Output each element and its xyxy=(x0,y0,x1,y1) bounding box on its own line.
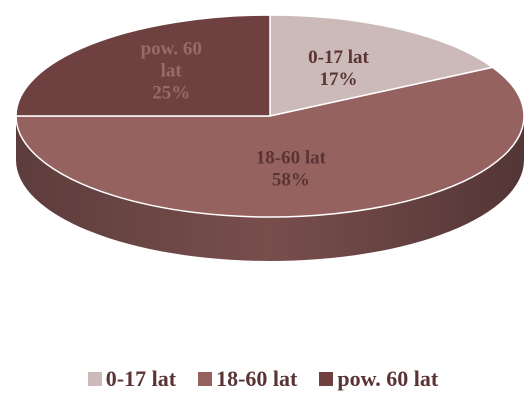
legend-swatch-1 xyxy=(198,372,213,386)
slice-label-1: 18-60 lat 58% xyxy=(256,147,327,190)
legend-item-2: pow. 60 lat xyxy=(319,366,438,392)
legend-label-1: 18-60 lat xyxy=(216,366,298,391)
legend-item-0: 0-17 lat xyxy=(87,366,177,392)
chart-legend: 0-17 lat 18-60 lat pow. 60 lat xyxy=(0,366,526,392)
legend-item-1: 18-60 lat xyxy=(198,366,297,392)
legend-swatch-2 xyxy=(319,372,334,386)
pie-slice-1 xyxy=(15,66,525,218)
legend-label-0: 0-17 lat xyxy=(105,366,177,391)
legend-swatch-0 xyxy=(87,372,102,386)
pie-slice-0 xyxy=(269,14,495,117)
pie-side-1 xyxy=(16,116,524,261)
slice-label-0: 0-17 lat 17% xyxy=(308,47,369,90)
pie-slice-2 xyxy=(15,14,271,117)
pie-chart-plot: 0-17 lat 17% 18-60 lat 58% pow. 60 lat 25% xyxy=(15,14,525,261)
legend-label-2: pow. 60 lat xyxy=(337,366,439,391)
slice-label-2: pow. 60 lat 25% xyxy=(141,39,202,104)
